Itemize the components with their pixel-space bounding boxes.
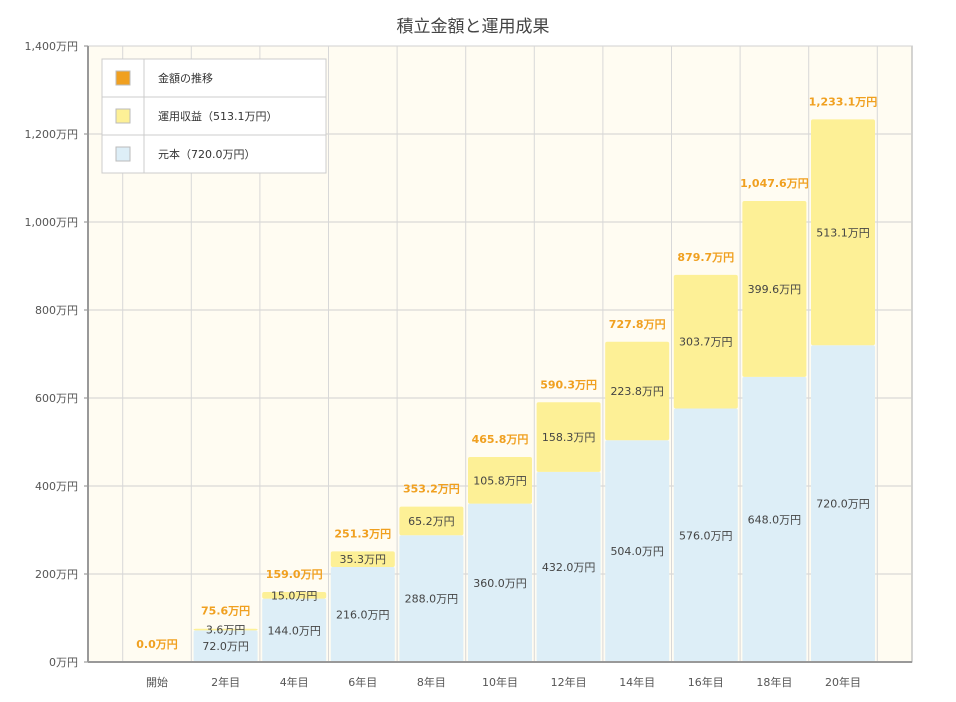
bar-principal — [673, 408, 738, 662]
bars — [193, 119, 875, 662]
principal-label: 144.0万円 — [267, 624, 321, 637]
gain-label: 3.6万円 — [206, 624, 246, 637]
bar-principal — [399, 535, 464, 662]
principal-label: 504.0万円 — [610, 545, 664, 558]
total-label: 727.8万円 — [609, 318, 666, 331]
gain-label: 158.3万円 — [542, 431, 596, 444]
total-label: 75.6万円 — [201, 605, 250, 618]
y-axis: 0万円 200万円 400万円 600万円 800万円 1,000万円 1,200万円 1,4… — [25, 40, 89, 669]
total-label: 353.2万円 — [403, 483, 460, 496]
bar-gain — [193, 628, 258, 631]
total-label: 465.8万円 — [472, 433, 529, 446]
bar-gain — [673, 274, 738, 409]
x-tick-label: 14年目 — [619, 675, 655, 689]
legend-item-gain-swatch — [115, 108, 131, 124]
gain-label: 105.8万円 — [473, 474, 527, 487]
bar-principal — [742, 376, 807, 662]
bar-principal — [262, 598, 327, 662]
chart-title: 積立金額と運用成果 — [397, 17, 550, 37]
y-tick-label: 0万円 — [49, 656, 78, 669]
bar-gain — [742, 201, 807, 377]
bar-principal — [605, 440, 670, 662]
x-tick-label: 20年目 — [825, 675, 861, 689]
principal-label: 648.0万円 — [748, 513, 802, 526]
x-axis: 開始 2年目 4年目 6年目 8年目 10年目 12年目 14年目 16年目 18年目 20年目 — [88, 661, 912, 689]
bar-gain — [605, 341, 670, 441]
x-tick-label: 2年目 — [211, 675, 240, 689]
bar-gain — [468, 457, 532, 504]
principal-label: 288.0万円 — [405, 593, 459, 606]
gain-label: 15.0万円 — [271, 589, 318, 602]
principal-label: 720.0万円 — [816, 498, 870, 511]
x-tick-label: 16年目 — [688, 675, 724, 689]
legend-item-principal-label: 元本（720.0万円） — [158, 147, 256, 161]
y-tick-label: 1,200万円 — [25, 128, 79, 141]
y-tick-label: 400万円 — [35, 480, 78, 493]
total-label: 1,047.6万円 — [740, 177, 809, 190]
gain-label: 303.7万円 — [679, 336, 733, 349]
principal-label: 432.0万円 — [542, 561, 596, 574]
total-label: 0.0万円 — [136, 638, 178, 651]
bar-gain — [262, 592, 327, 599]
x-tick-label: 開始 — [146, 675, 168, 689]
principal-label: 216.0万円 — [336, 608, 390, 621]
legend-box — [101, 58, 327, 174]
y-tick-label: 200万円 — [35, 568, 78, 581]
x-tick-label: 18年目 — [756, 675, 792, 689]
bar-gain — [811, 119, 875, 346]
principal-label: 72.0万円 — [202, 640, 249, 653]
x-tick-label: 6年目 — [348, 675, 377, 689]
total-label: 1,233.1万円 — [809, 95, 878, 108]
y-tick-label: 1,000万円 — [25, 216, 79, 229]
x-tick-label: 12年目 — [551, 675, 587, 689]
bar-principal — [330, 566, 395, 662]
legend-item-gain-label: 運用収益（513.1万円） — [158, 109, 278, 123]
gain-label: 35.3万円 — [340, 553, 387, 566]
y-tick-label: 800万円 — [35, 304, 78, 317]
legend-item-total-swatch — [115, 70, 131, 86]
legend-item-total-label: 金額の推移 — [158, 71, 213, 85]
total-label: 251.3万円 — [334, 527, 391, 540]
gain-label: 223.8万円 — [610, 385, 664, 398]
gain-label: 513.1万円 — [816, 226, 870, 239]
principal-label: 576.0万円 — [679, 529, 733, 542]
x-tick-label: 4年目 — [280, 675, 309, 689]
bar-gain — [536, 402, 601, 472]
x-tick-label: 10年目 — [482, 675, 518, 689]
bar-principal — [468, 503, 532, 662]
data-labels: 0.0万円 72.0万円 3.6万円 75.6万円 144.0万円 15.0万円 159.0… — [136, 95, 877, 653]
total-label: 590.3万円 — [540, 378, 597, 391]
gain-label: 399.6万円 — [748, 283, 802, 296]
total-label: 159.0万円 — [266, 568, 323, 581]
x-tick-label: 8年目 — [417, 675, 446, 689]
y-tick-label: 600万円 — [35, 392, 78, 405]
gain-label: 65.2万円 — [408, 515, 455, 528]
bar-gain — [399, 506, 464, 536]
bar-principal — [193, 630, 258, 662]
legend-item-principal-swatch — [115, 146, 131, 162]
y-tick-label: 1,400万円 — [25, 40, 79, 53]
bar-principal — [811, 345, 875, 662]
bar-principal — [536, 471, 601, 662]
total-label: 879.7万円 — [677, 251, 734, 264]
principal-label: 360.0万円 — [473, 577, 527, 590]
bar-gain — [330, 551, 395, 567]
